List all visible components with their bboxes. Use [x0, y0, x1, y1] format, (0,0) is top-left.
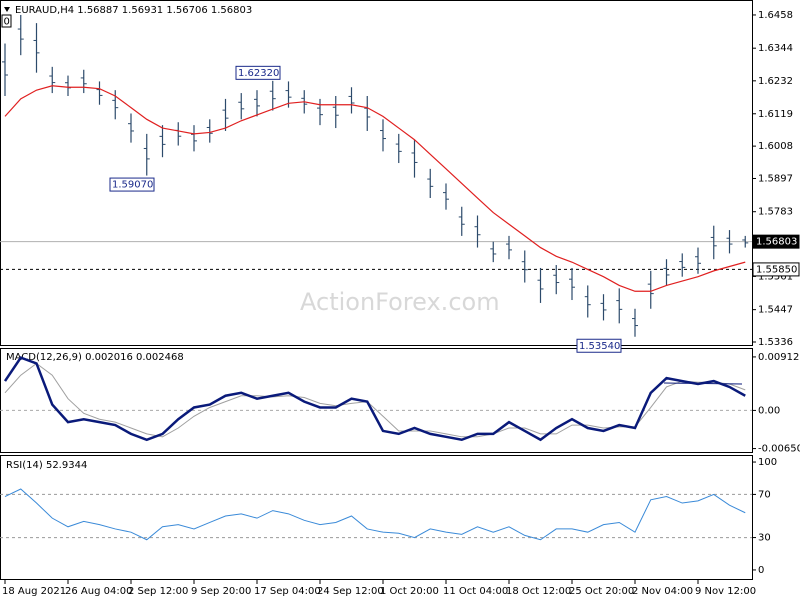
macd-title: MACD(12,26,9) 0.002016 0.002468 [6, 352, 184, 363]
y-tick-label: 1.6232 [758, 76, 793, 87]
x-tick-label: 17 Sep 04:00 [254, 586, 321, 597]
y-tick-label: 1.6119 [758, 109, 793, 120]
x-tick-label: 11 Oct 04:00 [443, 586, 508, 597]
indicator-line [4, 85, 746, 292]
y-tick-label: 0 [758, 565, 764, 576]
y-tick-label: 0.00912 [758, 352, 799, 363]
rsi-title: RSI(14) 52.9344 [6, 460, 87, 471]
y-tick-label: 0.00 [758, 405, 780, 416]
annotation: 1.59070 [112, 180, 153, 191]
y-tick-label: 1.5336 [758, 337, 793, 348]
price-box [752, 234, 800, 249]
corner-box [1, 14, 12, 28]
x-tick-label: 1 Oct 20:00 [380, 586, 439, 597]
annotation-box [109, 177, 155, 192]
y-tick-label: 1.5561 [758, 271, 793, 282]
y-tick-label: 1.5783 [758, 207, 793, 218]
annotation-box [576, 338, 622, 353]
annotation: 1.62320 [238, 68, 279, 79]
x-tick-label: 25 Oct 20:00 [569, 586, 634, 597]
x-tick-label: 9 Nov 12:00 [695, 586, 756, 597]
annotation: 1.53540 [579, 341, 620, 352]
y-tick-label: 1.6008 [758, 141, 793, 152]
indicator-line [3, 356, 746, 442]
x-tick-label: 2 Nov 04:00 [632, 586, 693, 597]
x-tick-label: 24 Sep 12:00 [317, 586, 384, 597]
price-box-label: 1.56803 [756, 237, 797, 248]
header: EURAUD,H4 1.56887 1.56931 1.56706 1.5680… [15, 5, 252, 16]
y-tick-label: 100 [758, 457, 777, 468]
x-tick-label: 2 Sep 12:00 [128, 586, 188, 597]
y-tick-label: 70 [758, 489, 771, 500]
price-box [752, 262, 800, 277]
menu-arrow [4, 7, 10, 12]
macd-panel [0, 348, 753, 453]
y-tick-label: 1.6458 [758, 10, 793, 21]
y-tick-label: 1.5897 [758, 173, 793, 184]
trend-line [663, 382, 743, 385]
main-panel [0, 0, 753, 346]
price-box-label: 1.55850 [756, 264, 797, 275]
watermark: ActionForex.com [300, 288, 500, 316]
y-tick-label: 1.6344 [758, 43, 793, 54]
y-tick-label: -0.006506 [758, 444, 800, 455]
rsi-panel [0, 455, 753, 580]
y-tick-label: 30 [758, 533, 771, 544]
y-tick-label: 1.5447 [758, 305, 793, 316]
x-tick-label: 26 Aug 04:00 [65, 586, 132, 597]
annotation-box [235, 65, 281, 80]
x-tick-label: 9 Sep 20:00 [191, 586, 251, 597]
indicator-line [4, 488, 746, 541]
corner-label: 0 [4, 17, 10, 28]
x-tick-label: 18 Oct 12:00 [506, 586, 571, 597]
x-tick-label: 18 Aug 2021 [2, 586, 66, 597]
